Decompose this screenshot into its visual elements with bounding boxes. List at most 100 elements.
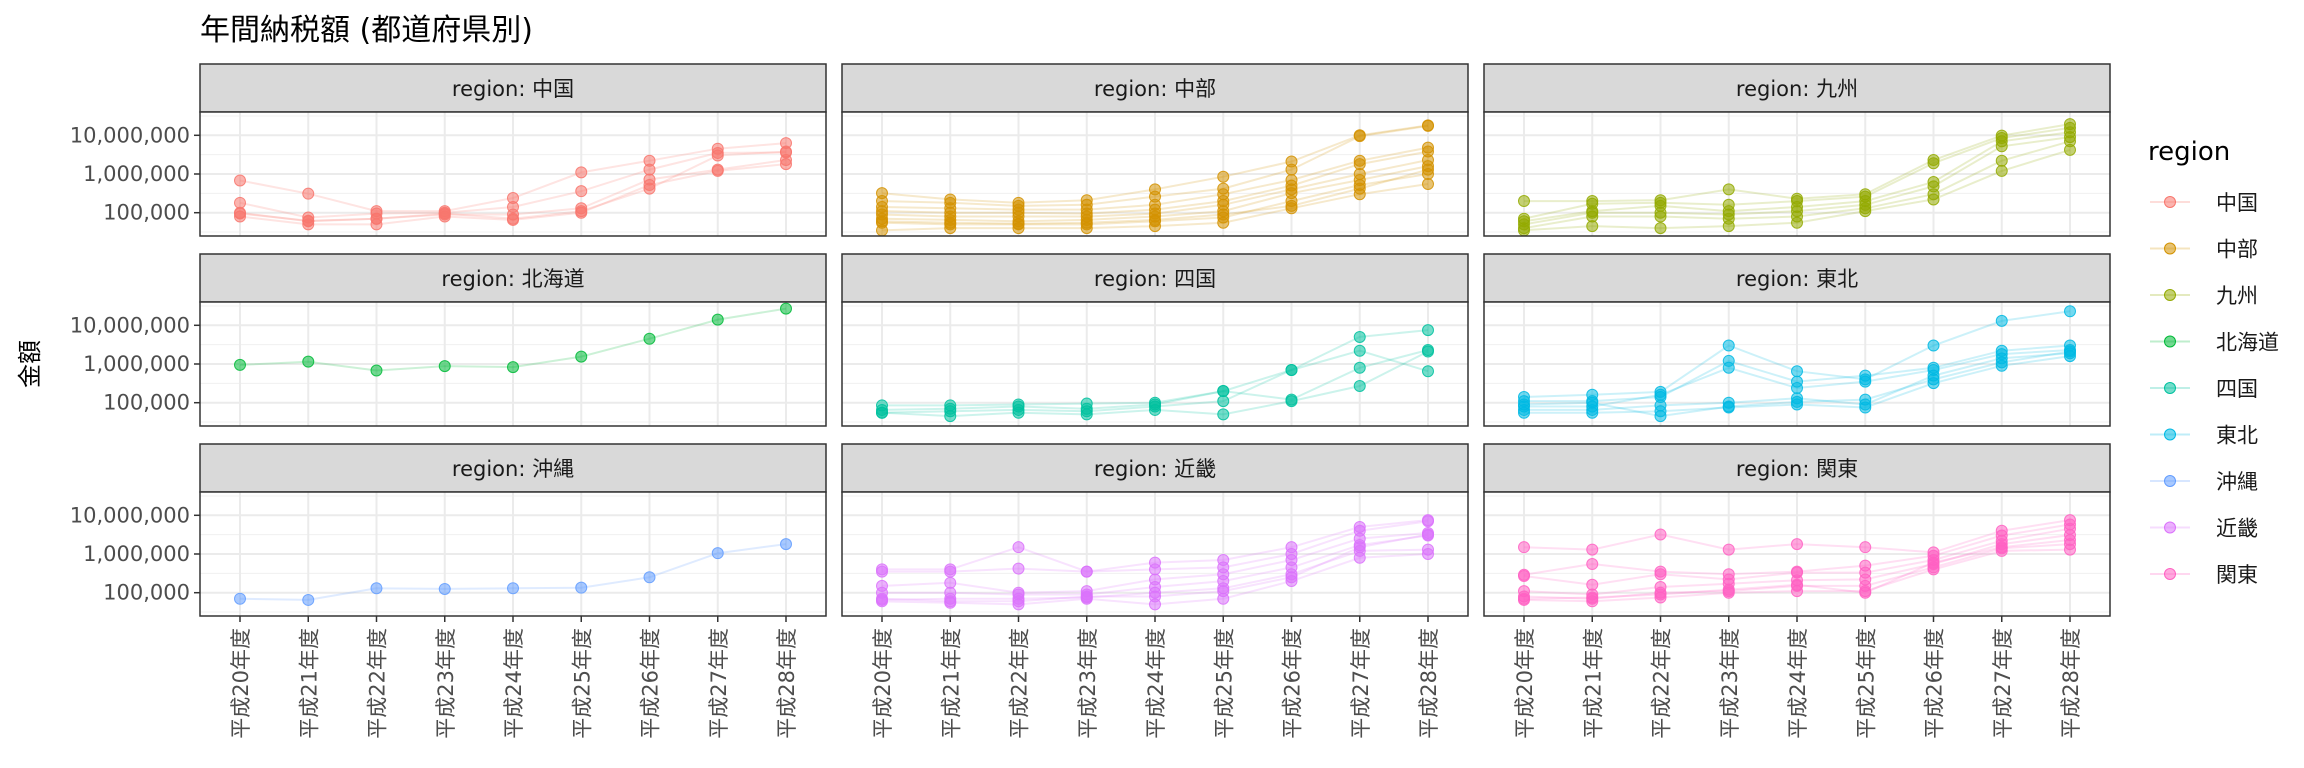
- data-point: [1791, 395, 1803, 408]
- x-tick-label: 平成22年度: [366, 628, 390, 739]
- data-point: [1791, 365, 1803, 378]
- data-point: [944, 410, 957, 423]
- data-point: [1654, 210, 1667, 223]
- data-point: [1995, 154, 2008, 167]
- legend-label: 中部: [2216, 238, 2258, 262]
- data-point: [1149, 590, 1161, 603]
- x-tick-label: 平成22年度: [1008, 628, 1032, 739]
- data-point: [1586, 558, 1599, 571]
- data-point: [1149, 213, 1161, 226]
- data-point: [1217, 170, 1230, 183]
- panel-border: [1483, 301, 2111, 427]
- data-point: [1927, 157, 1940, 170]
- data-point: [1080, 590, 1093, 603]
- facet-strip: [199, 63, 827, 113]
- data-point: [1422, 515, 1434, 528]
- y-tick-label: 1,000,000: [83, 162, 190, 186]
- data-point: [1654, 222, 1667, 235]
- data-point: [1859, 393, 1872, 406]
- data-point: [780, 145, 792, 158]
- panel-border: [841, 111, 1469, 237]
- data-point: [234, 196, 246, 209]
- data-point: [876, 406, 888, 419]
- y-tick-label: 100,000: [103, 581, 190, 605]
- data-point: [1012, 541, 1025, 554]
- data-point: [1654, 528, 1667, 541]
- data-point: [1217, 395, 1230, 408]
- legend-item: 関東: [2150, 563, 2258, 587]
- data-point: [1722, 220, 1735, 233]
- legend-label: 四国: [2216, 377, 2258, 401]
- data-point: [711, 547, 724, 560]
- facet-strip-label: region: 近畿: [1094, 457, 1216, 481]
- data-point: [1927, 339, 1940, 352]
- data-point: [1995, 314, 2008, 327]
- data-point: [1080, 216, 1093, 229]
- data-point: [1353, 330, 1366, 343]
- data-point: [1586, 406, 1599, 419]
- y-tick-label: 100,000: [103, 391, 190, 415]
- data-point: [1927, 193, 1940, 206]
- data-point: [1586, 220, 1599, 233]
- data-point: [1518, 398, 1530, 411]
- data-point: [1422, 178, 1434, 191]
- x-tick-label: 平成28年度: [2059, 628, 2083, 739]
- facet-panel: region: 四国: [841, 253, 1469, 427]
- y-tick-label: 10,000,000: [70, 503, 190, 527]
- facet-strip-label: region: 四国: [1094, 267, 1216, 291]
- data-point: [1859, 586, 1872, 599]
- facet-strip: [841, 63, 1469, 113]
- data-point: [370, 364, 383, 377]
- data-point: [1422, 163, 1434, 176]
- data-point: [1791, 381, 1803, 394]
- legend-key-point: [2164, 475, 2176, 487]
- data-point: [1012, 562, 1025, 575]
- facet-strip-label: region: 関東: [1736, 457, 1858, 481]
- legend-label: 関東: [2216, 563, 2258, 587]
- data-point: [1586, 543, 1599, 556]
- data-point: [1080, 408, 1093, 421]
- x-tick-label: 平成22年度: [1650, 628, 1674, 739]
- data-point: [1422, 345, 1434, 358]
- data-point: [944, 595, 957, 608]
- data-point: [1995, 356, 2008, 369]
- data-point: [1422, 548, 1434, 560]
- data-point: [1722, 183, 1735, 196]
- data-point: [1654, 568, 1667, 581]
- facet-strip: [841, 443, 1469, 493]
- x-tick-label: 平成26年度: [1281, 628, 1305, 739]
- x-tick-label: 平成23年度: [1076, 628, 1100, 739]
- facet-strip-label: region: 沖縄: [452, 457, 574, 481]
- data-point: [1285, 395, 1298, 408]
- legend-label: 九州: [2216, 284, 2258, 308]
- data-point: [2064, 345, 2076, 358]
- data-point: [643, 182, 656, 195]
- data-point: [643, 571, 656, 584]
- legend-label: 中国: [2216, 191, 2258, 215]
- legend-item: 近畿: [2150, 517, 2258, 541]
- x-tick-label: 平成23年度: [434, 628, 458, 739]
- data-point: [1654, 388, 1667, 401]
- x-tick-label: 平成20年度: [229, 628, 253, 739]
- data-point: [1791, 216, 1803, 229]
- facet-strip: [841, 253, 1469, 303]
- data-point: [1353, 182, 1366, 195]
- data-point: [1217, 208, 1230, 221]
- data-point: [370, 582, 383, 595]
- data-point: [1285, 163, 1298, 176]
- data-point: [1518, 195, 1530, 208]
- y-tick-label: 100,000: [103, 201, 190, 225]
- y-tick-label: 1,000,000: [83, 542, 190, 566]
- data-point: [1353, 130, 1366, 143]
- facet-strip-label: region: 中国: [452, 77, 574, 101]
- x-tick-label: 平成25年度: [1854, 628, 1878, 739]
- facet-strip: [199, 443, 827, 493]
- legend-key-point: [2164, 568, 2176, 580]
- x-tick-label: 平成21年度: [1581, 628, 1605, 739]
- data-point: [643, 163, 656, 176]
- x-tick-label: 平成20年度: [1513, 628, 1537, 739]
- data-point: [1927, 556, 1940, 569]
- legend-item: 東北: [2150, 424, 2258, 448]
